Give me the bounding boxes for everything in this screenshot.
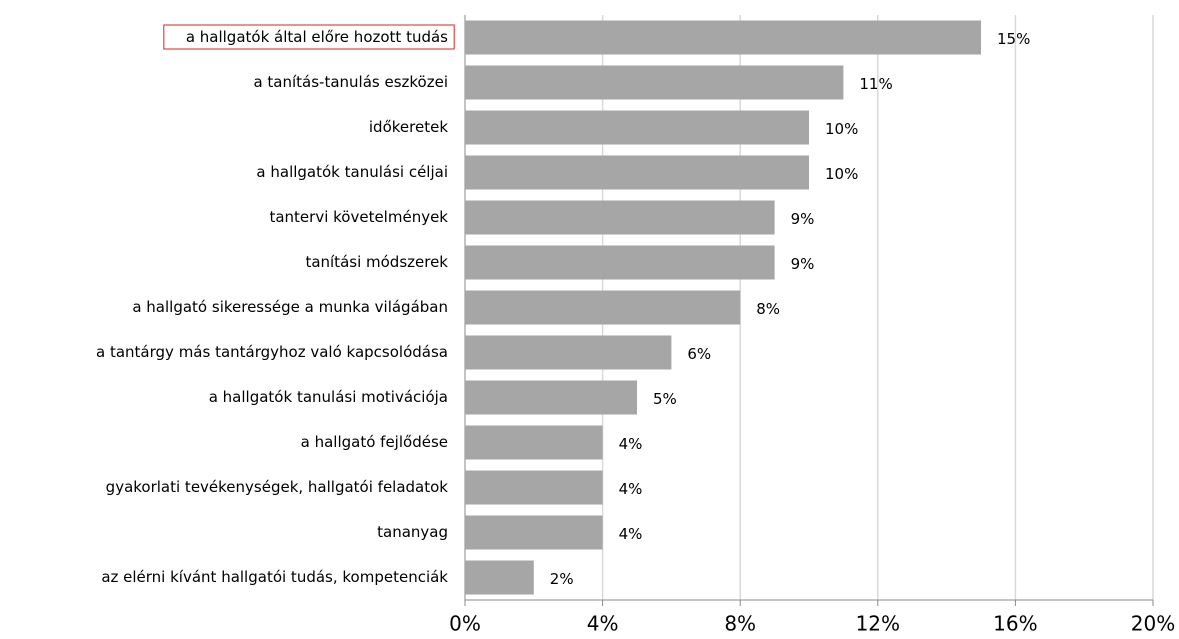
y-tick-label: az elérni kívánt hallgatói tudás, kompet… xyxy=(101,568,448,586)
y-tick-label: a hallgatók által előre hozott tudás xyxy=(186,28,448,46)
data-label: 4% xyxy=(619,480,643,498)
bar xyxy=(465,470,603,505)
bar xyxy=(465,200,775,235)
y-tick-label: a tantárgy más tantárgyhoz való kapcsoló… xyxy=(96,343,448,361)
y-tick-label: a tanítás-tanulás eszközei xyxy=(253,73,448,91)
x-tick-label: 16% xyxy=(993,612,1037,636)
data-label: 4% xyxy=(619,525,643,543)
bar xyxy=(465,290,741,325)
bar xyxy=(465,20,981,55)
x-tick-label: 4% xyxy=(587,612,619,636)
data-label: 10% xyxy=(825,165,858,183)
y-tick-label: gyakorlati tevékenységek, hallgatói fela… xyxy=(106,478,449,496)
bar xyxy=(465,335,672,370)
bar xyxy=(465,245,775,280)
x-tick-label: 8% xyxy=(724,612,756,636)
data-label: 10% xyxy=(825,120,858,138)
data-label: 2% xyxy=(550,570,574,588)
y-tick-label: tanítási módszerek xyxy=(305,253,448,271)
data-label: 9% xyxy=(791,210,815,228)
y-tick-label: a hallgatók tanulási motivációja xyxy=(209,388,448,406)
bar xyxy=(465,515,603,550)
x-tick-label: 12% xyxy=(856,612,900,636)
x-tick-label: 0% xyxy=(449,612,481,636)
bar xyxy=(465,65,844,100)
bar xyxy=(465,560,534,595)
y-tick-label: tantervi követelmények xyxy=(269,208,448,226)
bar xyxy=(465,155,809,190)
y-tick-label: időkeretek xyxy=(369,118,448,136)
highlight-box xyxy=(163,24,455,50)
data-label: 6% xyxy=(687,345,711,363)
data-label: 5% xyxy=(653,390,677,408)
data-label: 11% xyxy=(859,75,892,93)
data-label: 4% xyxy=(619,435,643,453)
bar xyxy=(465,380,637,415)
bar xyxy=(465,110,809,145)
bar xyxy=(465,425,603,460)
y-tick-label: tananyag xyxy=(377,523,448,541)
y-tick-label: a hallgató sikeressége a munka világában xyxy=(132,298,448,316)
y-tick-label: a hallgató fejlődése xyxy=(301,433,448,451)
data-label: 15% xyxy=(997,30,1030,48)
x-tick-label: 20% xyxy=(1131,612,1175,636)
data-label: 8% xyxy=(756,300,780,318)
y-tick-label: a hallgatók tanulási céljai xyxy=(256,163,448,181)
data-label: 9% xyxy=(791,255,815,273)
